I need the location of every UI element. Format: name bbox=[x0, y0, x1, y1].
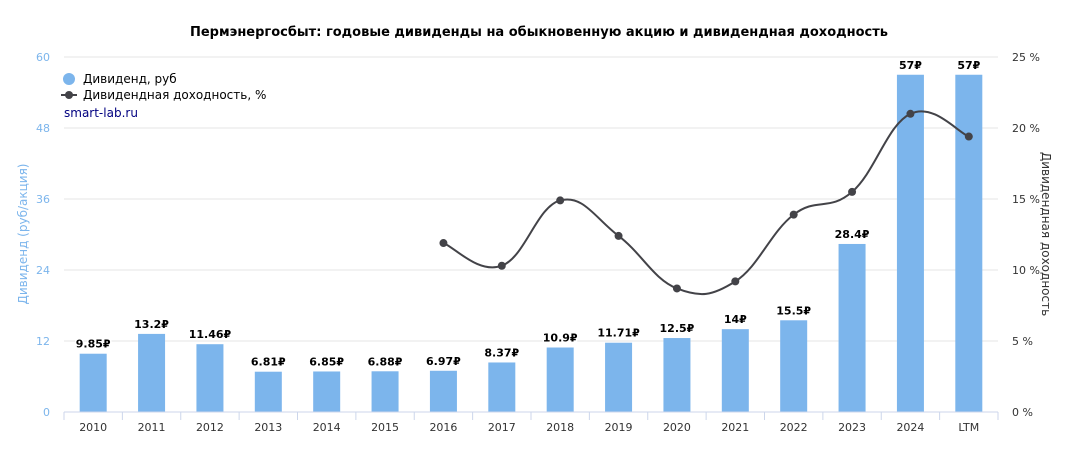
bar-data-label: 6.85₽ bbox=[309, 355, 344, 368]
bar[interactable] bbox=[663, 338, 691, 412]
bar[interactable] bbox=[721, 329, 749, 412]
bar-data-label: 9.85₽ bbox=[76, 338, 111, 351]
bar[interactable] bbox=[546, 347, 574, 412]
yield-point[interactable] bbox=[556, 196, 565, 205]
legend-label-dividend: Дивиденд, руб bbox=[83, 72, 177, 86]
bar-data-label: 6.81₽ bbox=[251, 356, 286, 369]
source-label[interactable]: smart-lab.ru bbox=[64, 106, 138, 120]
left-axis: 0 12 24 36 48 60 bbox=[36, 51, 50, 419]
right-axis: 0 % 5 % 10 % 15 % 20 % 25 % bbox=[1012, 51, 1040, 419]
yield-point[interactable] bbox=[614, 231, 623, 240]
yield-point[interactable] bbox=[731, 277, 740, 286]
bar-data-label: 6.88₽ bbox=[368, 355, 403, 368]
right-tick-label: 5 % bbox=[1012, 335, 1033, 348]
line-series bbox=[439, 109, 973, 296]
bar[interactable] bbox=[955, 74, 983, 412]
x-tick-label: 2016 bbox=[429, 421, 457, 434]
yield-point[interactable] bbox=[964, 132, 973, 141]
right-tick-label: 25 % bbox=[1012, 51, 1040, 64]
right-tick-label: 0 % bbox=[1012, 406, 1033, 419]
yield-point[interactable] bbox=[848, 187, 857, 196]
bar[interactable] bbox=[371, 371, 399, 412]
bar-data-label: 15.5₽ bbox=[776, 304, 811, 317]
x-tick-label: 2012 bbox=[196, 421, 224, 434]
yield-point[interactable] bbox=[497, 261, 506, 270]
x-tick-label: 2018 bbox=[546, 421, 574, 434]
bar-data-label: 8.37₽ bbox=[484, 346, 519, 359]
legend-item-yield[interactable]: Дивидендная доходность, % bbox=[61, 88, 266, 102]
legend-marker-bar bbox=[63, 73, 75, 85]
bar[interactable] bbox=[254, 371, 282, 412]
x-tick-label: 2024 bbox=[896, 421, 924, 434]
legend: Дивиденд, руб Дивидендная доходность, % … bbox=[61, 72, 266, 120]
left-tick-label: 12 bbox=[36, 335, 50, 348]
right-tick-label: 10 % bbox=[1012, 264, 1040, 277]
legend-label-yield: Дивидендная доходность, % bbox=[83, 88, 266, 102]
x-tick-label: 2011 bbox=[138, 421, 166, 434]
bar-series: 9.85₽ 13.2₽ 11.46₽ 6.81₽ 6.85₽ 6.88₽ 6.97₽ 8.37… bbox=[74, 57, 983, 412]
bar-data-label: 12.5₽ bbox=[660, 322, 695, 335]
x-tick-label: 2021 bbox=[721, 421, 749, 434]
x-tick-label: 2022 bbox=[780, 421, 808, 434]
left-tick-label: 36 bbox=[36, 193, 50, 206]
bar[interactable] bbox=[605, 342, 633, 412]
x-tick-label: 2015 bbox=[371, 421, 399, 434]
bar-data-label: 28.4₽ bbox=[835, 228, 870, 241]
bar[interactable] bbox=[79, 353, 107, 412]
x-tick-label: 2017 bbox=[488, 421, 516, 434]
bar[interactable] bbox=[838, 243, 866, 412]
right-tick-label: 15 % bbox=[1012, 193, 1040, 206]
x-tick-label: 2023 bbox=[838, 421, 866, 434]
yield-point[interactable] bbox=[439, 239, 448, 248]
x-tick-label: 2013 bbox=[254, 421, 282, 434]
x-tick-label: 2020 bbox=[663, 421, 691, 434]
legend-marker-point bbox=[65, 91, 73, 99]
left-axis-title: Дивиденд (руб/акция) bbox=[16, 164, 30, 305]
yield-line bbox=[443, 110, 970, 296]
bar-data-label: 14₽ bbox=[724, 313, 747, 326]
bar-data-label: 11.46₽ bbox=[189, 328, 232, 341]
yield-point[interactable] bbox=[906, 109, 915, 118]
bar-data-label: 13.2₽ bbox=[134, 318, 169, 331]
chart-title: Пермэнергосбыт: годовые дивиденды на обы… bbox=[190, 25, 888, 40]
bar[interactable] bbox=[313, 371, 341, 412]
bar[interactable] bbox=[429, 370, 457, 412]
right-tick-label: 20 % bbox=[1012, 122, 1040, 135]
x-tick-label: 2019 bbox=[605, 421, 633, 434]
bar-data-label: 57₽ bbox=[899, 59, 922, 72]
bar-data-label: 10.9₽ bbox=[543, 332, 578, 345]
bar-data-label: 57₽ bbox=[957, 59, 980, 72]
bar[interactable] bbox=[138, 333, 166, 412]
right-axis-title: Дивидендная доходность bbox=[1039, 152, 1053, 316]
bar[interactable] bbox=[196, 344, 224, 412]
bar[interactable] bbox=[896, 74, 924, 412]
x-axis: 2010 2011 2012 2013 2014 2015 2016 2017 2018 2019… bbox=[63, 411, 999, 434]
x-tick-label: 2014 bbox=[313, 421, 341, 434]
left-tick-label: 48 bbox=[36, 122, 50, 135]
legend-item-dividend[interactable]: Дивиденд, руб bbox=[63, 72, 177, 86]
bar[interactable] bbox=[780, 320, 808, 412]
bar-data-label: 6.97₽ bbox=[426, 355, 461, 368]
left-tick-label: 0 bbox=[43, 406, 50, 419]
yield-point[interactable] bbox=[672, 284, 681, 293]
yield-point[interactable] bbox=[789, 210, 798, 219]
x-tick-label: LTM bbox=[958, 421, 979, 434]
left-tick-label: 60 bbox=[36, 51, 50, 64]
bar-data-label: 11.71₽ bbox=[597, 327, 640, 340]
left-tick-label: 24 bbox=[36, 264, 50, 277]
x-tick-label: 2010 bbox=[79, 421, 107, 434]
bar[interactable] bbox=[488, 362, 516, 412]
